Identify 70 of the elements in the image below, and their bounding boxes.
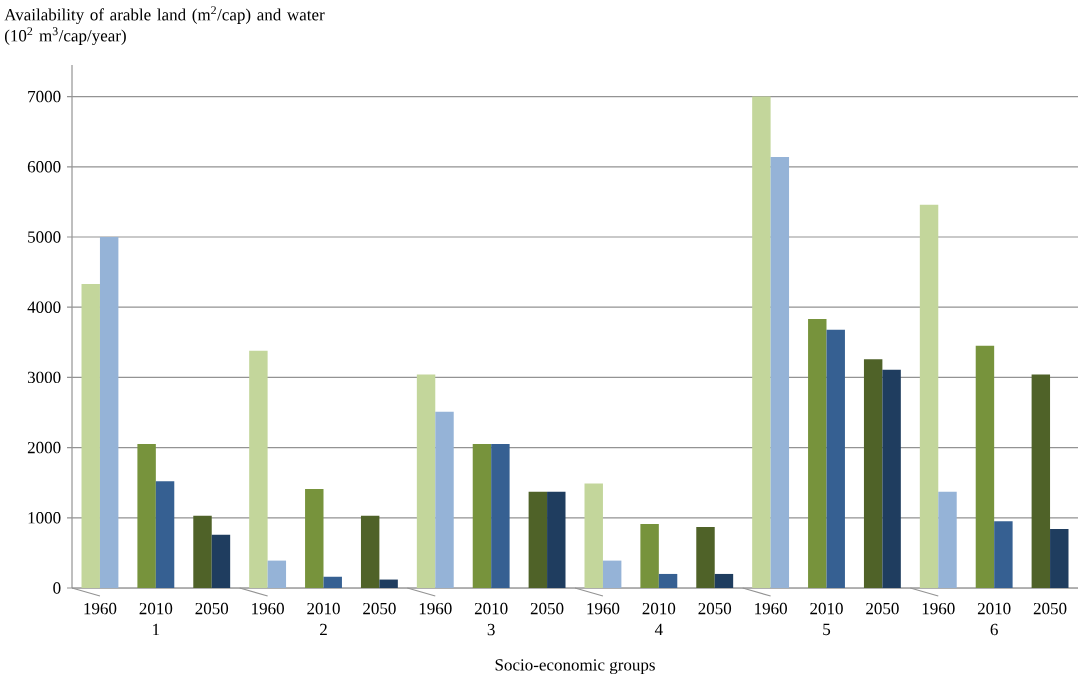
x-tick-label: 2050 [1033,602,1067,615]
x-tick-label: 1960 [755,602,787,615]
y-tick-label: 7000 [28,90,61,103]
bar [472,444,492,588]
x-tick-label: 1960 [922,602,955,615]
bar [658,573,678,588]
bar [528,491,548,588]
bar [155,481,175,588]
x-tick-label: 2010 [474,602,508,615]
y-tick-label: 3000 [27,371,61,384]
text: 5 [823,623,831,636]
x-tick-label: 2010 [307,602,340,615]
bar [323,576,342,588]
text: 1 [153,623,160,636]
bar [808,319,827,588]
x-tick-label: 2010 [977,602,1011,615]
bar [602,560,622,588]
x-tick-label: 2010 [139,602,173,615]
x-tick-label: 2050 [363,602,396,615]
x-axis-title: Socio-economic groups [495,659,655,675]
bar [249,350,268,588]
x-tick-label: 2010 [810,602,843,615]
bar [193,515,212,588]
x-tick-label: 2050 [195,602,229,615]
bar [211,534,231,588]
x-tick-label: 2050 [698,602,732,615]
bar [99,236,119,588]
x-tick-label: 1960 [252,602,284,615]
x-tick-label: 2050 [866,602,899,615]
x-tick-label: 1960 [419,602,452,615]
bar [770,156,790,588]
bar [491,444,510,588]
bar [863,359,883,588]
bar [267,560,287,588]
bar [640,524,659,588]
bar [435,411,454,588]
bar [752,96,771,588]
bar [1031,374,1051,588]
y-tick-label: 5000 [28,231,61,243]
x-tick-label: 1960 [587,602,620,615]
bar [882,369,901,588]
text: Availability of arable land (m$^{2}$/cap) and water (10$^{2}$ m$^{3}$/cap/year) [4,6,325,46]
bar [416,374,436,588]
y-tick-label: 1000 [28,512,61,524]
bar [714,573,734,588]
bar [1050,529,1069,588]
x-tick-label: 2050 [530,602,564,615]
bar [137,444,156,588]
bar [81,284,100,588]
bar [919,204,939,588]
bar [975,345,995,588]
bar [584,483,603,588]
x-tick-label: 2010 [642,602,676,615]
bar [547,491,566,588]
bar [938,491,957,588]
bar [379,579,398,588]
bar [360,515,380,588]
bar [994,521,1013,588]
y-tick-label: 4000 [27,301,61,313]
bar [305,489,324,588]
y-tick-label: 6000 [27,161,61,173]
text: 2 [320,623,327,636]
x-tick-label: 1960 [84,602,117,615]
bar [826,329,845,588]
text: 6 [990,623,998,636]
y-tick-label: 2000 [27,441,61,454]
text: 4 [654,623,663,636]
text: 3 [487,623,495,636]
y-tick-label: 0 [53,582,61,594]
bar [696,526,715,588]
